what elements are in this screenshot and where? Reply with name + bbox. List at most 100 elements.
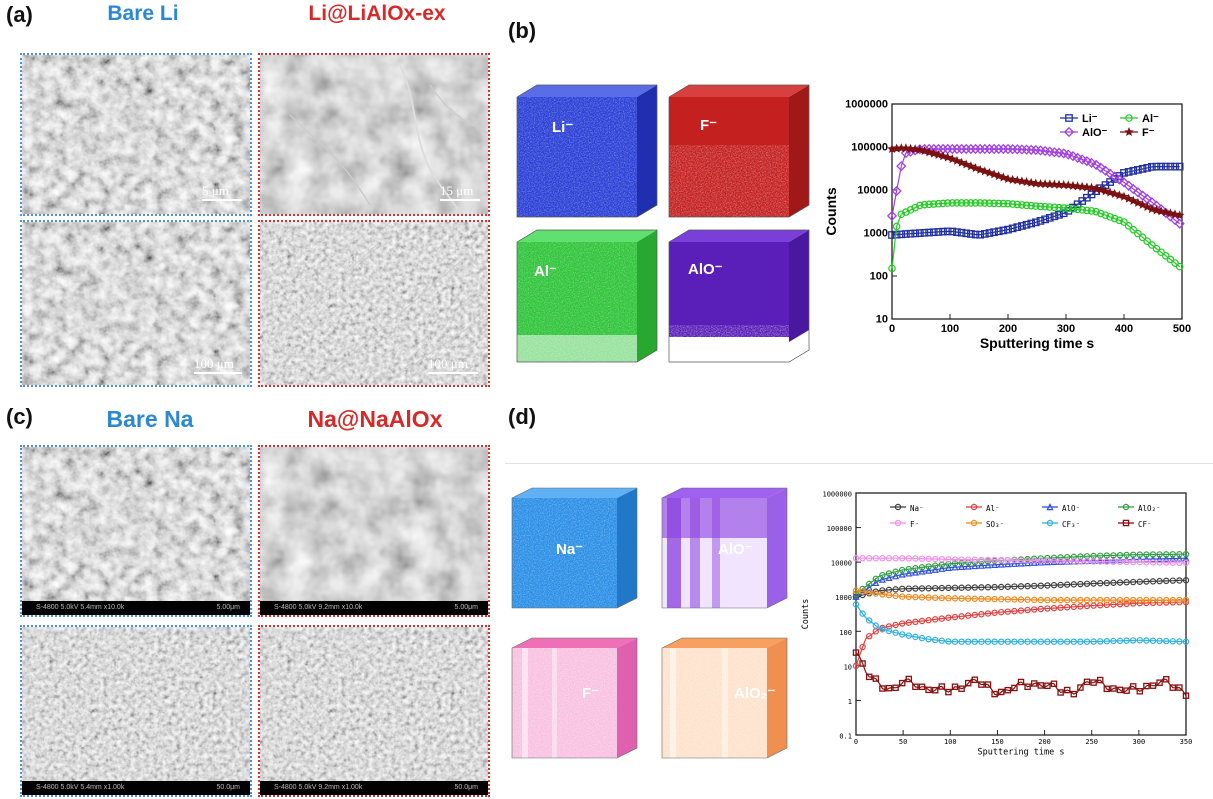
sem-info: S-4800 5.0kV 9.2mm x1.00k (274, 784, 363, 791)
data-point (953, 228, 961, 236)
data-point (1050, 203, 1059, 212)
data-point (1057, 554, 1064, 561)
data-point (898, 679, 906, 687)
data-point (1008, 224, 1017, 233)
data-point (1136, 637, 1143, 644)
legend-entry: F⁻ (1120, 127, 1155, 139)
data-point (938, 564, 946, 572)
data-point (1068, 180, 1078, 190)
legend-entry: Al⁻ (1120, 113, 1159, 125)
data-point (920, 200, 929, 209)
bare-na-title: Bare Na (106, 406, 194, 432)
data-point (1050, 604, 1058, 612)
data-point (905, 555, 913, 562)
data-point (865, 632, 873, 640)
data-point (962, 229, 971, 238)
x-tick-label: 200 (999, 323, 1017, 335)
data-point (958, 595, 965, 602)
data-point (898, 566, 906, 574)
data-point (1036, 217, 1045, 225)
data-point (945, 556, 952, 563)
data-point (964, 612, 972, 619)
data-point (1116, 596, 1124, 604)
data-point (945, 638, 952, 645)
data-point (1044, 596, 1051, 604)
data-point (978, 558, 985, 565)
series-1 (852, 577, 1190, 600)
data-point (1104, 168, 1116, 179)
y-axis-label: Counts (823, 187, 839, 235)
data-point (984, 681, 992, 688)
data-point (958, 638, 965, 645)
data-point (1097, 558, 1104, 565)
x-tick-label: 400 (1115, 323, 1133, 335)
data-point (1149, 559, 1157, 566)
panel-label-b: (b) (508, 18, 537, 43)
data-point (1041, 202, 1049, 211)
data-point (984, 584, 992, 591)
data-point (1086, 157, 1097, 168)
data-point (1136, 688, 1144, 695)
legend-marker (1065, 114, 1073, 122)
data-point (1116, 579, 1124, 586)
sem-info: S-4800 5.0kV 5.4mm x1.00k (36, 784, 125, 791)
data-point (1156, 679, 1163, 686)
data-point (892, 222, 901, 231)
data-point (1090, 638, 1097, 645)
data-point (925, 200, 933, 209)
data-point (859, 610, 866, 617)
data-point (1103, 596, 1110, 604)
data-point (897, 210, 906, 219)
data-point (1176, 577, 1183, 584)
data-point (912, 555, 919, 562)
data-point (938, 555, 945, 563)
data-point (1143, 237, 1152, 245)
data-point (1072, 181, 1083, 191)
data-point (1114, 190, 1125, 200)
data-point (1169, 684, 1177, 691)
data-point (1004, 608, 1011, 615)
legend-marker (1122, 519, 1130, 527)
cube-label-na: Na⁻ (556, 541, 584, 558)
data-point (1100, 165, 1111, 176)
data-point (1156, 551, 1163, 558)
legend-label: CF₃⁻ (1062, 520, 1080, 529)
divider-line (505, 463, 1213, 464)
legend-marker (894, 503, 902, 511)
data-point (1044, 582, 1051, 589)
data-point (991, 560, 999, 568)
data-point (964, 562, 972, 570)
scale-label: 100 μm (194, 356, 234, 371)
data-point (1007, 174, 1018, 184)
data-point (1182, 559, 1190, 567)
data-point (1037, 596, 1044, 604)
data-point (1156, 637, 1163, 645)
data-point (993, 143, 1004, 155)
data-point (892, 684, 899, 692)
data-point (1182, 577, 1190, 584)
data-point (934, 199, 943, 208)
series-2 (852, 598, 1190, 670)
data-point (938, 594, 945, 602)
data-point (1124, 168, 1133, 176)
al-cube (516, 229, 658, 363)
data-point (892, 555, 899, 562)
data-point (925, 585, 932, 592)
tof-sims-cubes-b (516, 84, 810, 363)
legend-label: AlO⁻ (1062, 504, 1080, 513)
data-point (920, 228, 929, 237)
data-point (1083, 678, 1091, 686)
data-point (951, 613, 959, 621)
sem-info: S-4800 5.0kV 9.2mm x10.0k (274, 604, 363, 611)
data-point (976, 230, 985, 239)
data-point (1070, 603, 1077, 611)
li-cube (516, 84, 658, 218)
data-point (1012, 175, 1023, 185)
data-point (885, 623, 893, 630)
legend-entry: Al⁻ (966, 503, 1000, 513)
data-point (901, 143, 911, 153)
data-point (1176, 559, 1183, 567)
data-point (958, 559, 965, 567)
data-point (1083, 596, 1091, 604)
data-point (951, 143, 963, 155)
